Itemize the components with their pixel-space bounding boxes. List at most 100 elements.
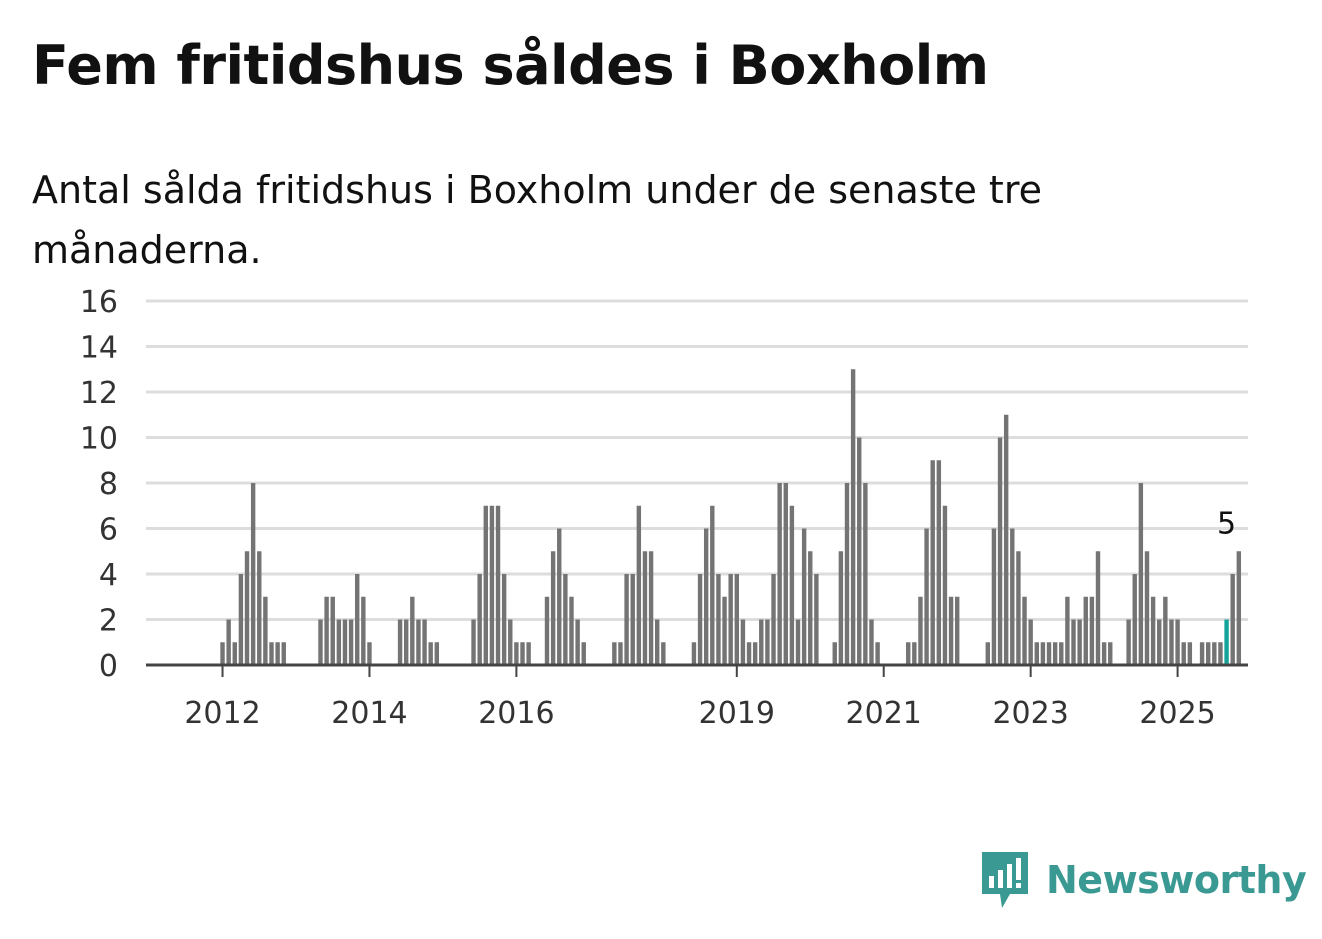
bar: [238, 574, 244, 665]
y-tick-label: 16: [80, 285, 118, 320]
bar: [722, 596, 727, 665]
bar: [618, 642, 623, 665]
bar: [434, 642, 440, 665]
bar: [728, 574, 733, 665]
bar: [875, 642, 880, 665]
bar: [740, 619, 746, 665]
x-tick-label: 2021: [846, 696, 922, 731]
bar: [655, 619, 660, 665]
bar: [1083, 596, 1088, 665]
bar: [1212, 642, 1217, 665]
bar: [648, 551, 654, 665]
bar: [355, 574, 360, 665]
highlight-value-label: 5: [1217, 506, 1236, 541]
bar: [544, 596, 550, 665]
x-tick-label: 2012: [184, 696, 260, 731]
bar: [789, 505, 795, 665]
bar: [710, 505, 715, 665]
bar: [918, 596, 923, 665]
bar: [318, 619, 323, 665]
bar: [361, 596, 366, 665]
bar: [575, 619, 580, 665]
chart-subtitle: Antal sålda fritidshus i Boxholm under d…: [32, 168, 1042, 272]
bar: [281, 642, 286, 665]
bar: [520, 642, 525, 665]
bar: [483, 505, 488, 665]
y-tick-label: 8: [99, 467, 118, 502]
bar: [697, 574, 703, 665]
bar: [563, 574, 568, 665]
brand-name: Newsworthy: [1046, 858, 1307, 902]
bar: [752, 642, 758, 665]
bar: [569, 596, 574, 665]
bar: [863, 483, 868, 665]
bar: [636, 505, 642, 665]
bar: [1169, 619, 1174, 665]
bar: [765, 619, 770, 665]
bar: [1126, 619, 1131, 665]
bar: [495, 505, 501, 665]
bar: [814, 574, 819, 665]
bar: [489, 505, 495, 665]
newsworthy-logo-icon: [982, 852, 1028, 908]
bar: [428, 642, 433, 665]
bar: [642, 551, 648, 665]
bar: [691, 642, 697, 665]
bar: [771, 574, 776, 665]
bar: [508, 619, 513, 665]
bar: [912, 642, 917, 665]
bar: [244, 551, 250, 665]
bar: [250, 483, 256, 665]
bar: [403, 619, 409, 665]
x-tick-label: 2016: [478, 696, 554, 731]
bar: [1199, 642, 1205, 665]
bar: [1150, 596, 1156, 665]
bar: [948, 596, 954, 665]
chart-title: Fem fritidshus såldes i Boxholm: [32, 34, 989, 97]
bar: [734, 574, 739, 665]
bar: [410, 596, 415, 665]
bar: [1040, 642, 1046, 665]
bar: [1163, 596, 1168, 665]
bar: [850, 369, 856, 665]
bar: [226, 619, 231, 665]
bar: [906, 642, 911, 665]
bar: [324, 596, 329, 665]
bar: [612, 642, 617, 665]
bar: [703, 528, 709, 665]
bar: [336, 619, 342, 665]
bar: [795, 619, 801, 665]
bar: [954, 596, 960, 665]
bar: [924, 528, 929, 665]
bar-highlight: [1224, 619, 1229, 665]
bar: [1108, 642, 1113, 665]
bar: [1138, 483, 1144, 665]
bar: [501, 574, 507, 665]
bar: [1028, 619, 1033, 665]
bar: [624, 574, 629, 665]
x-tick-label: 2019: [699, 696, 775, 731]
bar: [777, 483, 782, 665]
y-tick-label: 0: [99, 649, 118, 684]
bar: [1077, 619, 1082, 665]
bar: [342, 619, 348, 665]
bar: [257, 551, 262, 665]
bar: [1132, 574, 1137, 665]
bar: [1095, 551, 1101, 665]
bar: [1016, 551, 1021, 665]
bar: [844, 483, 850, 665]
bar: [1175, 619, 1180, 665]
bar: [832, 642, 837, 665]
bar-chart: 0 2 4 6 8 10 12 14 16 5 2012 2014 2016 2019 2021 2023 20…: [80, 285, 1248, 731]
y-tick-label: 10: [80, 422, 118, 457]
bar: [716, 574, 721, 665]
bar: [526, 642, 531, 665]
bar: [1181, 642, 1186, 665]
bar: [514, 642, 519, 665]
bar: [1022, 596, 1027, 665]
bar: [367, 642, 372, 665]
bar: [1187, 642, 1193, 665]
bar: [1003, 414, 1009, 665]
bar: [471, 619, 476, 665]
bar: [1065, 596, 1070, 665]
